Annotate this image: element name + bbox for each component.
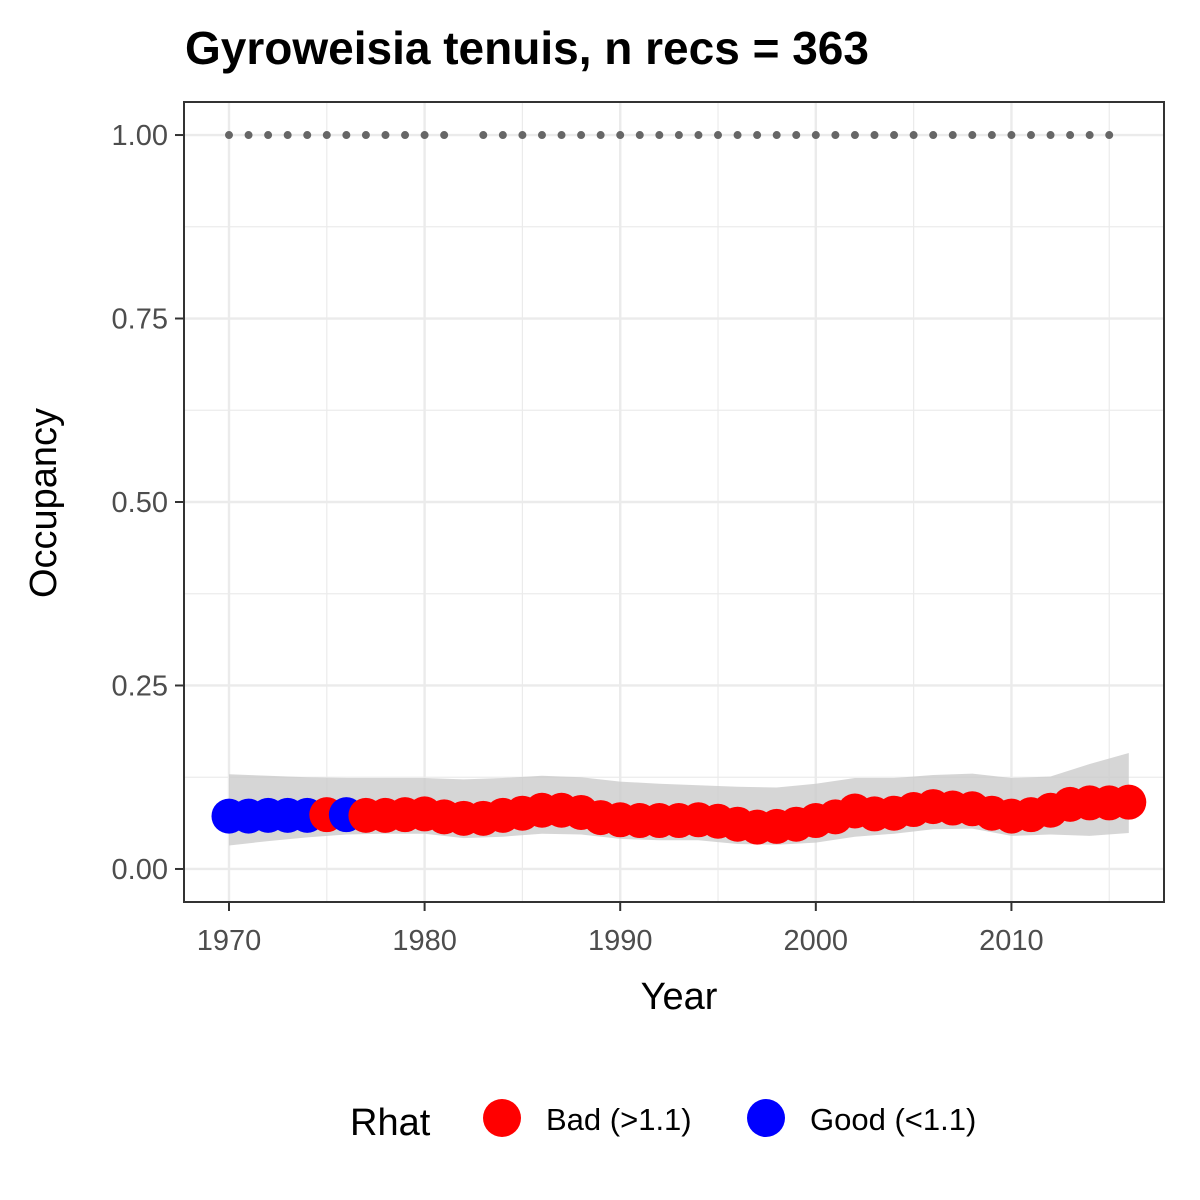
record-point: [968, 131, 977, 140]
record-point: [909, 131, 918, 140]
record-point: [322, 131, 331, 140]
chart-title: Gyroweisia tenuis, n recs = 363: [185, 22, 869, 74]
occupancy-point: [1111, 784, 1147, 820]
record-point: [1046, 131, 1055, 140]
record-point: [577, 131, 586, 140]
record-point: [342, 131, 351, 140]
y-tick-label: 0.50: [112, 487, 168, 519]
record-point: [244, 131, 253, 140]
record-point: [987, 131, 996, 140]
record-point: [518, 131, 527, 140]
grid-major: [184, 102, 1164, 902]
x-axis: 1970 1980 1990 2000 2010: [197, 902, 1044, 957]
y-axis-title: Occupancy: [23, 408, 65, 598]
y-axis: 0.00 0.25 0.50 0.75 1.00: [112, 120, 184, 886]
record-point: [1007, 131, 1016, 140]
x-tick-label: 1980: [392, 925, 457, 957]
record-point: [616, 131, 625, 140]
occupancy-points-layer: [211, 784, 1147, 845]
record-point: [381, 131, 390, 140]
record-point: [694, 131, 703, 140]
record-point: [1105, 131, 1114, 140]
record-point: [361, 131, 370, 140]
record-point: [948, 131, 957, 140]
record-point: [303, 131, 312, 140]
record-point: [714, 131, 723, 140]
record-point: [674, 131, 683, 140]
record-point: [596, 131, 605, 140]
records-layer: [224, 131, 1114, 140]
x-tick-label: 1970: [197, 925, 262, 957]
record-point: [224, 131, 233, 140]
record-point: [753, 131, 762, 140]
record-point: [1066, 131, 1075, 140]
record-point: [479, 131, 488, 140]
record-point: [498, 131, 507, 140]
record-point: [929, 131, 938, 140]
legend-title: Rhat: [350, 1102, 431, 1144]
x-tick-label: 2000: [784, 925, 849, 957]
record-point: [1085, 131, 1094, 140]
legend-key-good: [747, 1099, 785, 1137]
record-point: [264, 131, 273, 140]
record-point: [655, 131, 664, 140]
y-tick-label: 1.00: [112, 120, 168, 152]
legend-label-good: Good (<1.1): [810, 1102, 976, 1137]
record-point: [440, 131, 449, 140]
record-point: [401, 131, 410, 140]
x-tick-label: 2010: [979, 925, 1044, 957]
x-tick-label: 1990: [588, 925, 653, 957]
record-point: [1026, 131, 1035, 140]
record-point: [792, 131, 801, 140]
record-point: [420, 131, 429, 140]
record-point: [635, 131, 644, 140]
y-tick-label: 0.00: [112, 854, 168, 886]
record-point: [772, 131, 781, 140]
record-point: [850, 131, 859, 140]
legend-key-bad: [483, 1099, 521, 1137]
record-point: [557, 131, 566, 140]
y-tick-label: 0.25: [112, 670, 168, 702]
record-point: [890, 131, 899, 140]
legend-label-bad: Bad (>1.1): [546, 1102, 692, 1137]
record-point: [283, 131, 292, 140]
legend: Rhat Bad (>1.1) Good (<1.1): [350, 1099, 976, 1144]
record-point: [537, 131, 546, 140]
x-axis-title: Year: [641, 976, 718, 1018]
y-tick-label: 0.75: [112, 304, 168, 336]
record-point: [831, 131, 840, 140]
record-point: [733, 131, 742, 140]
record-point: [811, 131, 820, 140]
record-point: [870, 131, 879, 140]
